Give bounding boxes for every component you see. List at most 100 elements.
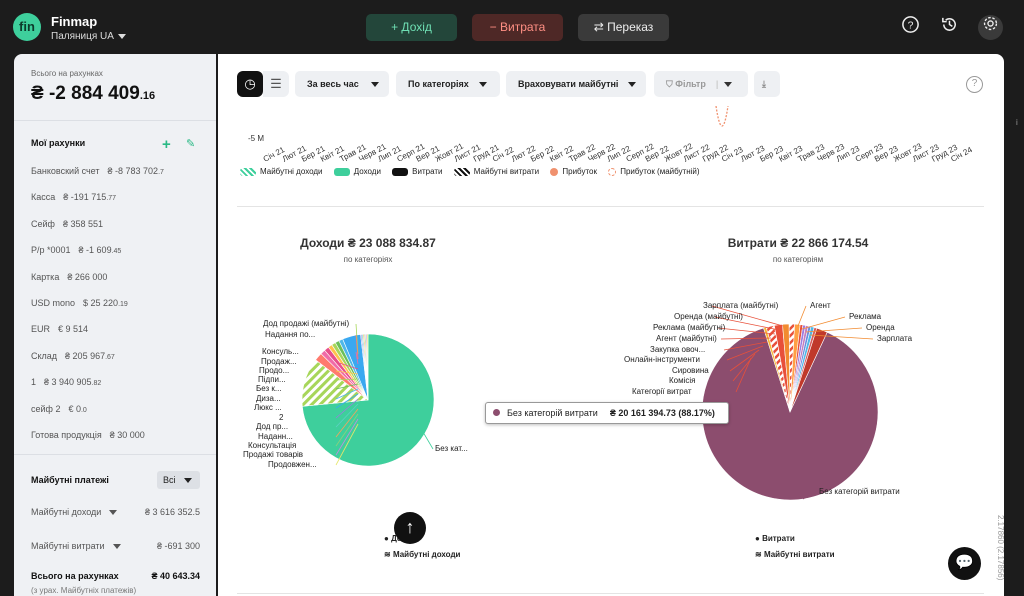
add-income-button[interactable]: + Дохід	[366, 14, 457, 41]
expense-slice-label: Реклама (майбутні)	[653, 323, 726, 332]
accounts-title: Мої рахунки	[31, 138, 86, 148]
account-item[interactable]: USD mono $ 25 220.19	[31, 298, 128, 308]
account-item[interactable]: EUR € 9 514	[31, 324, 88, 334]
account-item[interactable]: Готова продукція ₴ 30 000	[31, 430, 145, 440]
income-legend-future[interactable]: ≋ Майбутні доходи	[384, 550, 461, 559]
legend-label: Прибуток	[562, 167, 597, 177]
future-toggle-select[interactable]: Враховувати майбутні	[506, 71, 646, 97]
expense-legend-expense[interactable]: ● Витрати	[755, 534, 795, 543]
income-label-main: Без кат...	[435, 444, 468, 453]
account-balance: ₴ 205 967.67	[65, 350, 115, 361]
future-filter-value: Всі	[163, 475, 176, 485]
svg-text:?: ?	[908, 20, 914, 31]
legend-label: Доходи	[353, 167, 381, 177]
account-balance: ₴ 30 000	[109, 430, 145, 440]
legend-label: Майбутні доходи	[260, 167, 323, 177]
swatch	[392, 168, 409, 177]
settings-icon[interactable]	[978, 15, 1003, 40]
account-item[interactable]: Сейф ₴ 358 551	[31, 219, 103, 229]
legend-expense[interactable]: Витрати	[392, 167, 443, 177]
expense-pie	[701, 323, 879, 501]
leader-line	[720, 337, 772, 340]
leader-line	[809, 334, 874, 340]
legend-profit[interactable]: Прибуток	[550, 167, 597, 176]
scroll-top-button[interactable]: ↑	[394, 512, 426, 544]
leader-line	[335, 408, 359, 438]
leader-line	[723, 341, 768, 351]
filter-button[interactable]: ⛉ Фільтр |	[654, 71, 748, 97]
org-selector[interactable]: Паляниця UA	[51, 31, 126, 42]
grand-total-note: (з урах. Майбутніх платежів)	[31, 586, 137, 595]
future-expense-toggle[interactable]: Майбутні витрати	[31, 541, 121, 551]
history-icon[interactable]	[937, 15, 962, 40]
account-balance: ₴ -8 783 702.7	[107, 166, 164, 176]
leader-line	[355, 334, 359, 360]
leader-line	[802, 491, 817, 500]
leader-line	[335, 413, 359, 447]
legend-future-expense[interactable]: Майбутні витрати	[453, 167, 539, 176]
income-slice-label: Диза...	[256, 394, 281, 403]
leader-line	[732, 353, 756, 382]
add-transfer-button[interactable]: ⇄ Переказ	[578, 14, 669, 41]
chart-view-tab[interactable]: ◷	[237, 71, 263, 97]
total-balance-value: ₴ -2 884 409.16	[31, 83, 155, 105]
income-slice-label: Надання по...	[265, 330, 316, 339]
tooltip-swatch	[493, 409, 500, 416]
future-income-toggle[interactable]: Майбутні доходи	[31, 507, 118, 517]
help-icon[interactable]: ?	[898, 15, 923, 40]
expense-label-main: Без категорій витрати	[819, 487, 900, 496]
account-name: Банковский счет	[31, 166, 100, 176]
income-slice-label: 2	[279, 413, 284, 422]
timeline-legend: Майбутні доходи Доходи Витрати Майбутні …	[240, 167, 709, 176]
expense-legend-future[interactable]: ≋ Майбутні витрати	[755, 550, 835, 559]
chevron-down-icon	[724, 82, 733, 88]
future-filter-select[interactable]: Всі	[157, 471, 200, 489]
income-slice-label: Консуль...	[262, 347, 299, 356]
edit-accounts-icon[interactable]: ✎	[186, 138, 196, 150]
legend-future-income[interactable]: Майбутні доходи	[240, 167, 323, 176]
add-expense-button[interactable]: − Витрата	[472, 14, 563, 41]
list-view-tab[interactable]: ☰	[263, 71, 289, 97]
leader-line	[422, 431, 434, 450]
leader-line	[714, 316, 780, 331]
add-account-icon[interactable]: +	[162, 136, 171, 153]
income-slice-label: Консультація	[248, 441, 297, 450]
account-item[interactable]: 1 ₴ 3 940 905.82	[31, 377, 101, 387]
divider: |	[715, 79, 719, 89]
chevron-down-icon	[370, 82, 379, 88]
income-slice-label: Продажі товарів	[243, 450, 304, 459]
account-item[interactable]: Касса ₴ -191 715.77	[31, 192, 116, 202]
expense-chart-subtitle: по категоріям	[772, 255, 824, 264]
period-select[interactable]: За весь час	[295, 71, 389, 97]
income-pie	[301, 333, 435, 467]
app-name: Finmap	[51, 14, 98, 29]
future-income-label: Майбутні доходи	[31, 507, 102, 517]
leader-line	[797, 305, 807, 327]
swatch	[550, 168, 559, 177]
expense-slice-label: Оренда (майбутні)	[674, 312, 743, 321]
account-item[interactable]: сейф 2 € 0.0	[31, 404, 87, 414]
pie-slice-Категорії витрат	[789, 327, 828, 413]
account-item[interactable]: Банковский счет ₴ -8 783 702.7	[31, 166, 164, 176]
account-name: 1	[31, 377, 37, 388]
future-expense-label: Майбутні витрати	[31, 541, 105, 551]
expense-slice-label: Комісія	[669, 376, 696, 385]
expense-slice-label: Реклама	[849, 312, 882, 321]
swatch	[240, 168, 256, 177]
legend-future-profit[interactable]: Прибуток (майбутній)	[608, 167, 700, 176]
account-balance: ₴ -1 609.45	[78, 245, 122, 256]
income-slice-label: Наданн...	[258, 432, 293, 441]
leader-line	[735, 357, 752, 393]
grouping-select[interactable]: По категоріях	[396, 71, 500, 97]
help-icon[interactable]: ?	[966, 76, 983, 93]
download-icon[interactable]: ⤓	[754, 71, 780, 97]
account-item[interactable]: Р/р *0001 ₴ -1 609.45	[31, 245, 121, 255]
account-name: сейф 2	[31, 403, 61, 414]
expense-leader-lines	[711, 305, 874, 500]
account-item[interactable]: Картка ₴ 266 000	[31, 272, 107, 282]
account-item[interactable]: Склад ₴ 205 967.67	[31, 351, 115, 361]
chat-icon[interactable]: 💬	[948, 547, 981, 580]
legend-income[interactable]: Доходи	[333, 167, 381, 177]
expense-slice-label: Закупка овоч...	[650, 345, 706, 354]
